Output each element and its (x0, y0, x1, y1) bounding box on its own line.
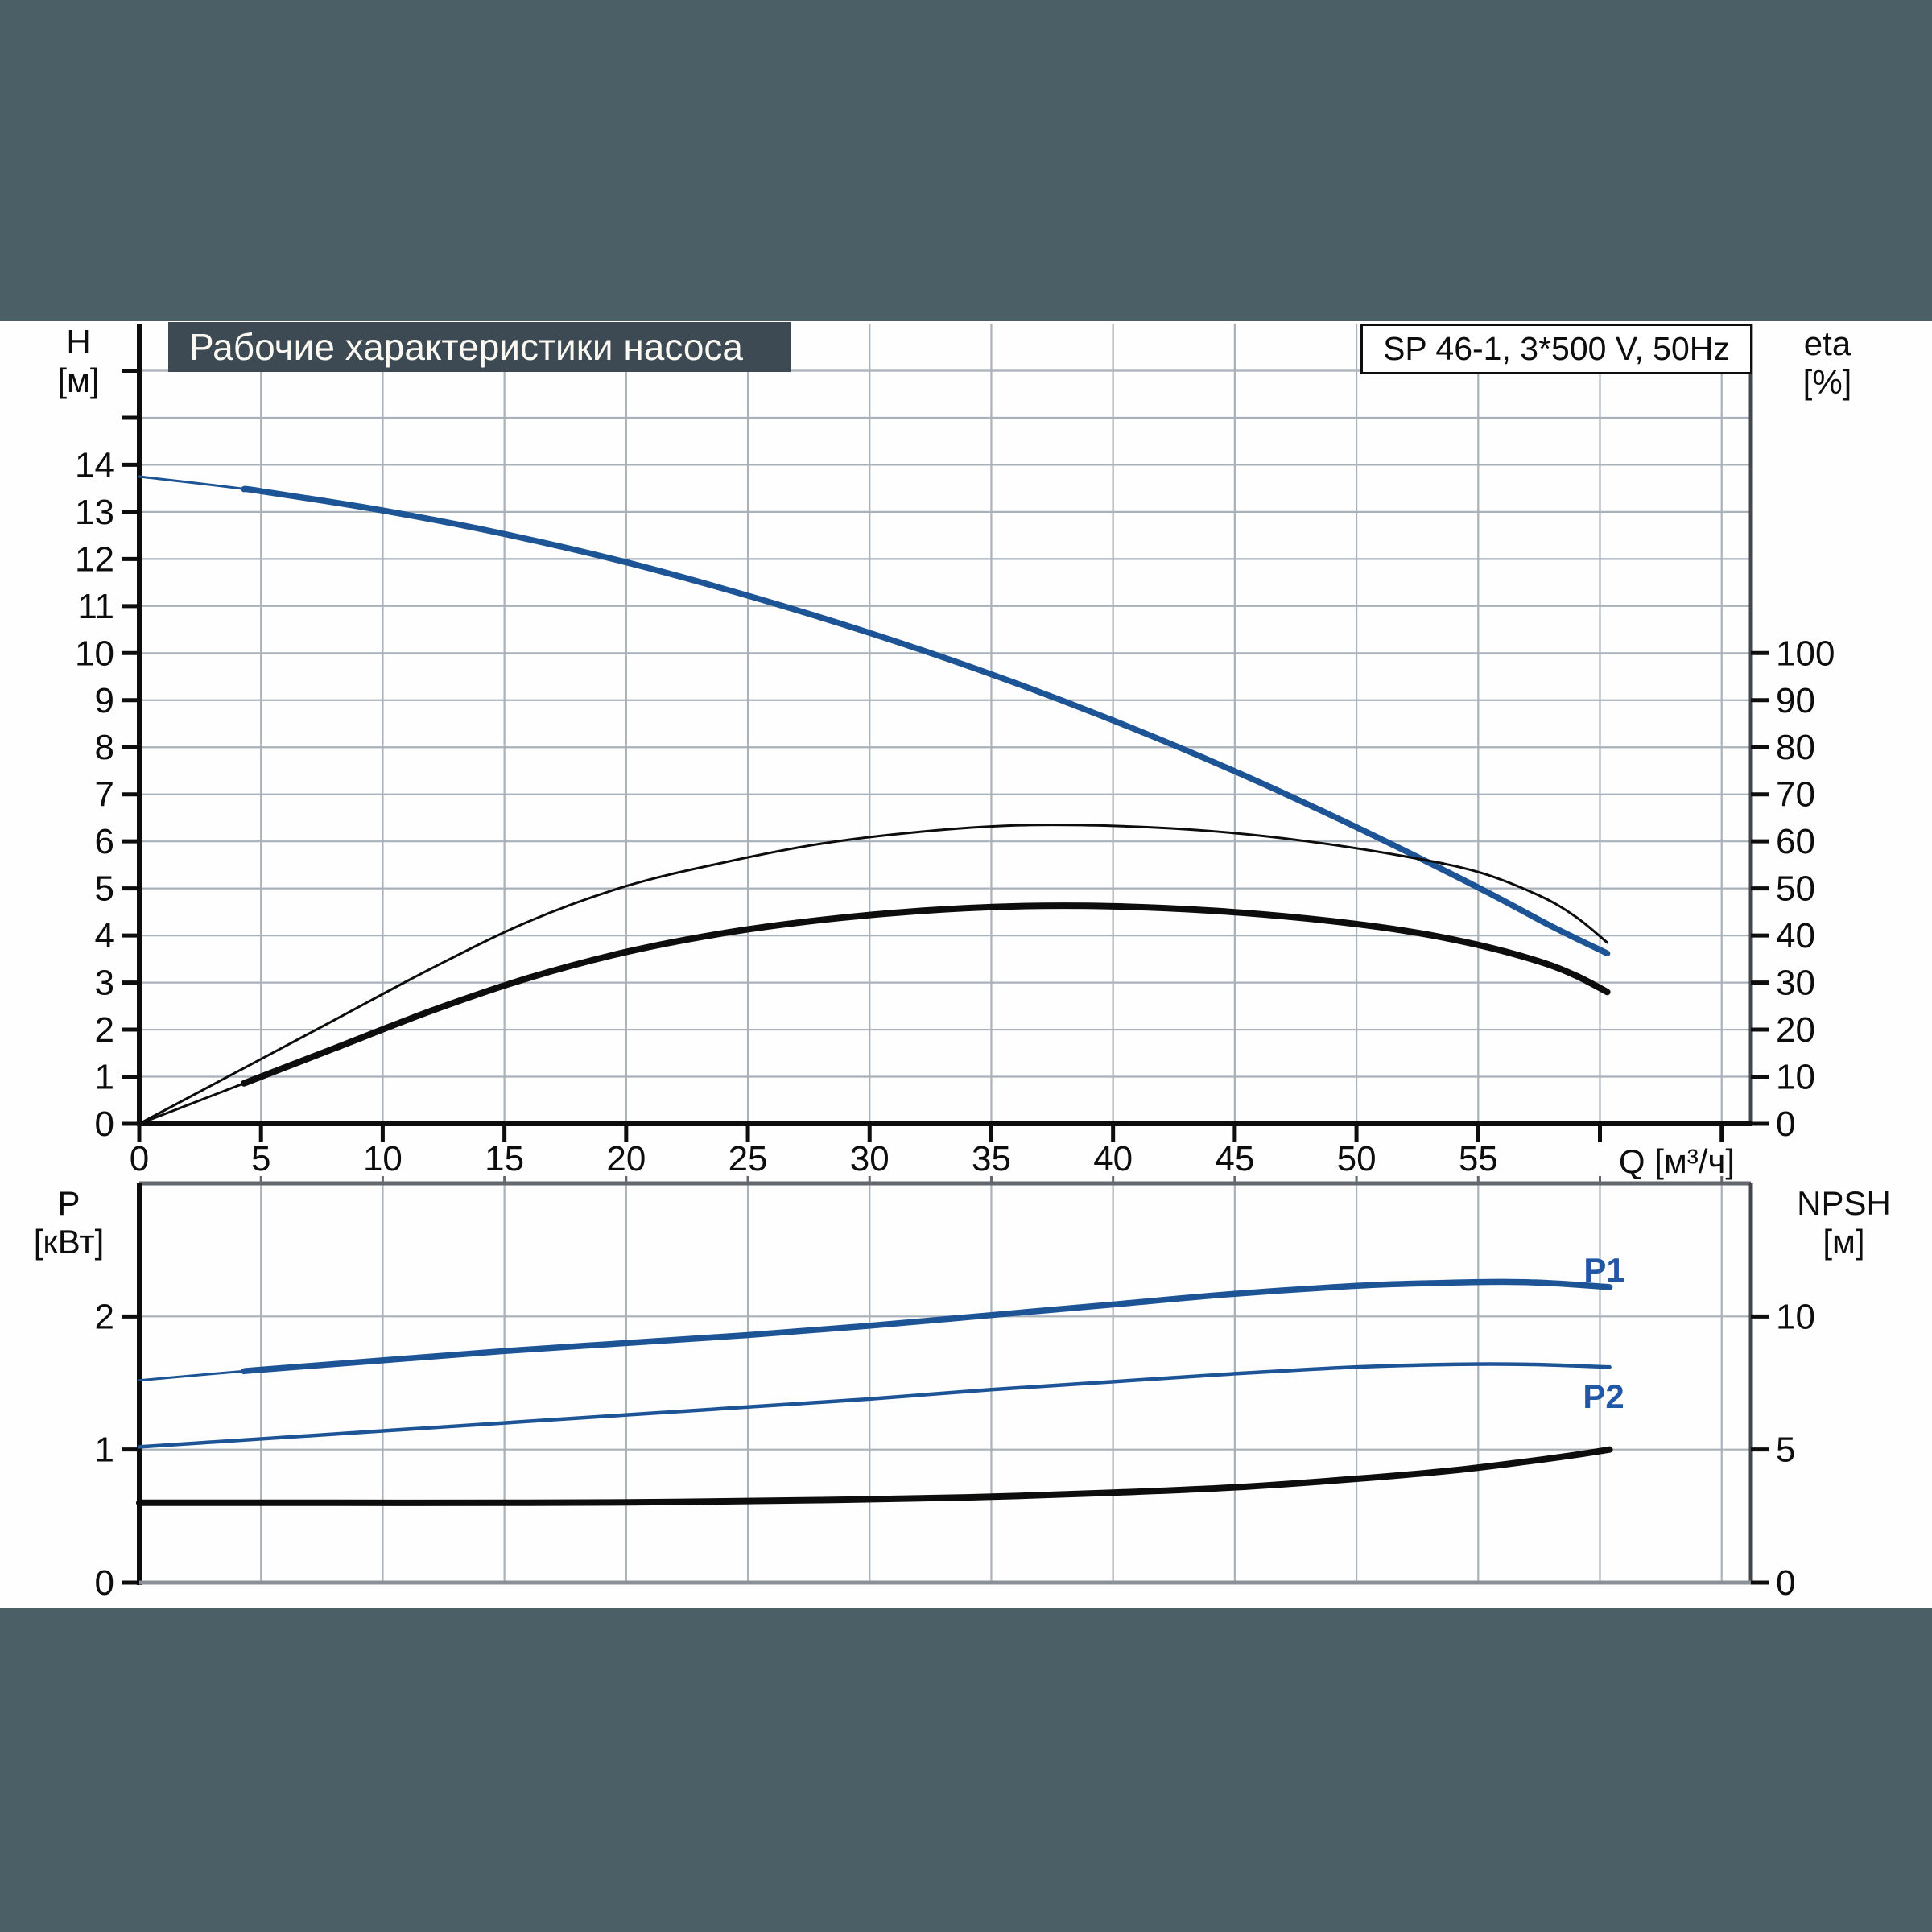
P2-curve (137, 1362, 1612, 1449)
left-tick-label: 10 (75, 634, 114, 673)
right-tick-label: 5 (1776, 1430, 1795, 1470)
top-transparent-band (0, 0, 1932, 321)
pump-model-badge: SP 46-1, 3*500 V, 50Hz (1360, 324, 1752, 374)
left-tick-label: 7 (95, 775, 114, 815)
npsh-axis-label: NPSH [м] (1777, 1184, 1910, 1261)
x-tick-label: 50 (1337, 1139, 1377, 1179)
right-tick-label: 30 (1776, 964, 1815, 1003)
left-tick-label: 1 (95, 1058, 114, 1097)
eta-pump-curve (138, 824, 1609, 1125)
page-title: Рабочие характеристики насоса (168, 322, 791, 372)
x-tick-label: 35 (972, 1139, 1011, 1179)
right-tick-label: 90 (1776, 681, 1815, 720)
right-tick-label: 20 (1776, 1010, 1815, 1050)
x-tick-label: 15 (485, 1139, 524, 1179)
power-axis-unit: [кВт] (33, 1223, 105, 1261)
right-tick-label: 10 (1776, 1058, 1815, 1097)
eta-pump-motor-curve (241, 902, 1611, 1087)
x-tick-label: 10 (363, 1139, 402, 1179)
left-tick-label: 1 (95, 1430, 114, 1470)
left-tick-label: 2 (95, 1010, 114, 1050)
power-axis-label: P [кВт] (23, 1184, 115, 1261)
x-tick-label: 0 (130, 1139, 149, 1179)
head-axis-label: H [м] (32, 323, 125, 400)
efficiency-axis-unit: [%] (1802, 363, 1852, 401)
efficiency-axis-label: eta [%] (1771, 324, 1884, 402)
right-tick-label: 0 (1776, 1563, 1795, 1603)
H-curve-curve (241, 485, 1611, 957)
x-tick-label: 5 (251, 1139, 270, 1179)
left-tick-label: 0 (95, 1563, 114, 1603)
left-tick-label: 2 (95, 1297, 114, 1336)
NPSH-curve-curve (136, 1446, 1613, 1506)
head-axis-name: H (66, 323, 91, 361)
right-tick-label: 10 (1776, 1297, 1815, 1336)
left-tick-label: 14 (75, 445, 114, 485)
left-tick-label: 6 (95, 822, 114, 861)
x-tick-label: 20 (606, 1139, 646, 1179)
series-label-p2: P2 (1583, 1377, 1624, 1415)
right-tick-label: 0 (1776, 1104, 1795, 1144)
eta-pump-motor-curve-thin (138, 904, 1609, 1125)
x-tick-label: 45 (1215, 1139, 1254, 1179)
right-tick-label: 70 (1776, 775, 1815, 815)
right-tick-label: 40 (1776, 916, 1815, 956)
left-tick-label: 0 (95, 1104, 114, 1144)
P1-curve (241, 1278, 1613, 1375)
left-tick-label: 8 (95, 728, 114, 767)
right-tick-label: 80 (1776, 728, 1815, 767)
left-tick-label: 12 (75, 539, 114, 579)
efficiency-axis-name: eta (1803, 324, 1852, 362)
x-tick-label: 25 (729, 1139, 768, 1179)
npsh-axis-unit: [м] (1823, 1223, 1865, 1261)
H-curve-curve-thin (138, 475, 1609, 955)
left-tick-label: 5 (95, 869, 114, 909)
right-tick-label: 60 (1776, 822, 1815, 861)
x-tick-label: 55 (1459, 1139, 1498, 1179)
bottom-transparent-band (0, 1608, 1932, 1932)
series-label-p1: P1 (1583, 1251, 1625, 1289)
right-tick-label: 50 (1776, 869, 1815, 909)
left-tick-label: 11 (77, 587, 114, 626)
left-tick-label: 13 (75, 493, 114, 532)
x-tick-label: 40 (1093, 1139, 1133, 1179)
head-axis-unit: [м] (57, 361, 100, 399)
flow-axis-label: Q [м³/ч] (1618, 1142, 1735, 1180)
npsh-axis-name-line: NPSH (1797, 1184, 1891, 1222)
left-tick-label: 9 (95, 681, 114, 720)
left-tick-label: 4 (95, 916, 114, 956)
x-tick-label: 30 (850, 1139, 890, 1179)
power-axis-name: P (57, 1184, 80, 1222)
left-tick-label: 3 (95, 964, 114, 1003)
chart-sheet (0, 321, 1932, 1608)
right-tick-label: 100 (1776, 634, 1835, 673)
